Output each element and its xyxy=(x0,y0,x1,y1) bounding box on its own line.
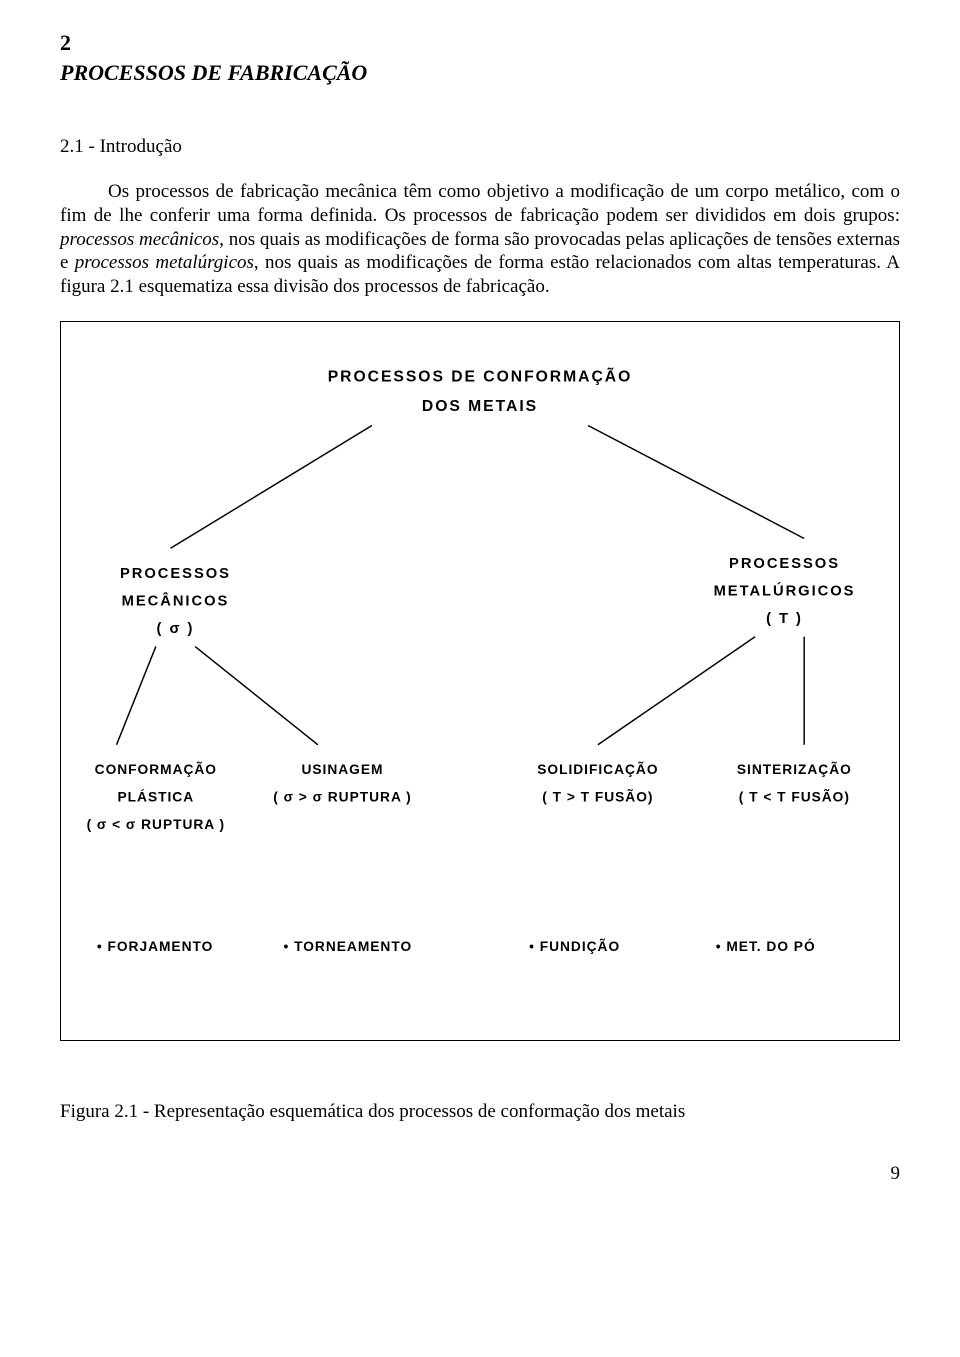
chapter-number: 2 xyxy=(60,30,900,56)
chapter-title: PROCESSOS DE FABRICAÇÃO xyxy=(60,60,900,86)
page-number: 9 xyxy=(60,1163,900,1185)
l1-left-line1: PROCESSOS xyxy=(120,566,231,582)
n1-line3: ( σ < σ RUPTURA ) xyxy=(87,817,226,832)
para-text-1e: processos metalúrgicos xyxy=(75,252,254,273)
l1-left-line2: MECÂNICOS xyxy=(122,591,230,609)
page: 2 PROCESSOS DE FABRICAÇÃO 2.1 - Introduç… xyxy=(0,0,960,1244)
para-text-1b: Os processos de fabricação podem ser div… xyxy=(385,205,900,226)
n1-line1: CONFORMAÇÃO xyxy=(95,760,217,777)
n2-line2: ( σ > σ RUPTURA ) xyxy=(273,789,412,804)
figure-caption: Figura 2.1 - Representação esquemática d… xyxy=(60,1101,900,1123)
example-1: • FORJAMENTO xyxy=(97,939,213,954)
l1-right-line1: PROCESSOS xyxy=(729,556,840,572)
tree-diagram: PROCESSOS DE CONFORMAÇÃO DOS METAIS PROC… xyxy=(71,342,889,1010)
root-line2: DOS METAIS xyxy=(422,398,538,415)
n4-line1: SINTERIZAÇÃO xyxy=(737,760,852,777)
l1-right-line3: ( T ) xyxy=(766,611,803,627)
n4-line2: ( T < T FUSÃO) xyxy=(739,787,850,804)
n3-line2: ( T > T FUSÃO) xyxy=(542,787,653,804)
para-text-1c: processos mecânicos xyxy=(60,229,219,250)
l1-right-line2: METALÚRGICOS xyxy=(714,581,856,599)
n1-line2: PLÁSTICA xyxy=(118,788,195,804)
edge-root-left xyxy=(171,425,372,548)
edge-l1l-n1 xyxy=(117,646,156,744)
example-2: • TORNEAMENTO xyxy=(284,939,413,954)
root-line1: PROCESSOS DE CONFORMAÇÃO xyxy=(328,365,633,385)
intro-paragraph: Os processos de fabricação mecânica têm … xyxy=(60,180,900,299)
n2-line1: USINAGEM xyxy=(301,762,383,777)
figure-2-1: PROCESSOS DE CONFORMAÇÃO DOS METAIS PROC… xyxy=(60,321,900,1041)
l1-left-line3: ( σ ) xyxy=(157,621,195,637)
edge-l1r-n3 xyxy=(598,636,755,744)
edge-l1l-n2 xyxy=(195,646,318,744)
section-title: 2.1 - Introdução xyxy=(60,136,900,158)
n3-line1: SOLIDIFICAÇÃO xyxy=(537,760,658,777)
example-4: • MET. DO PÓ xyxy=(716,937,816,954)
example-3: • FUNDIÇÃO xyxy=(529,937,620,954)
edge-root-right xyxy=(588,425,804,538)
